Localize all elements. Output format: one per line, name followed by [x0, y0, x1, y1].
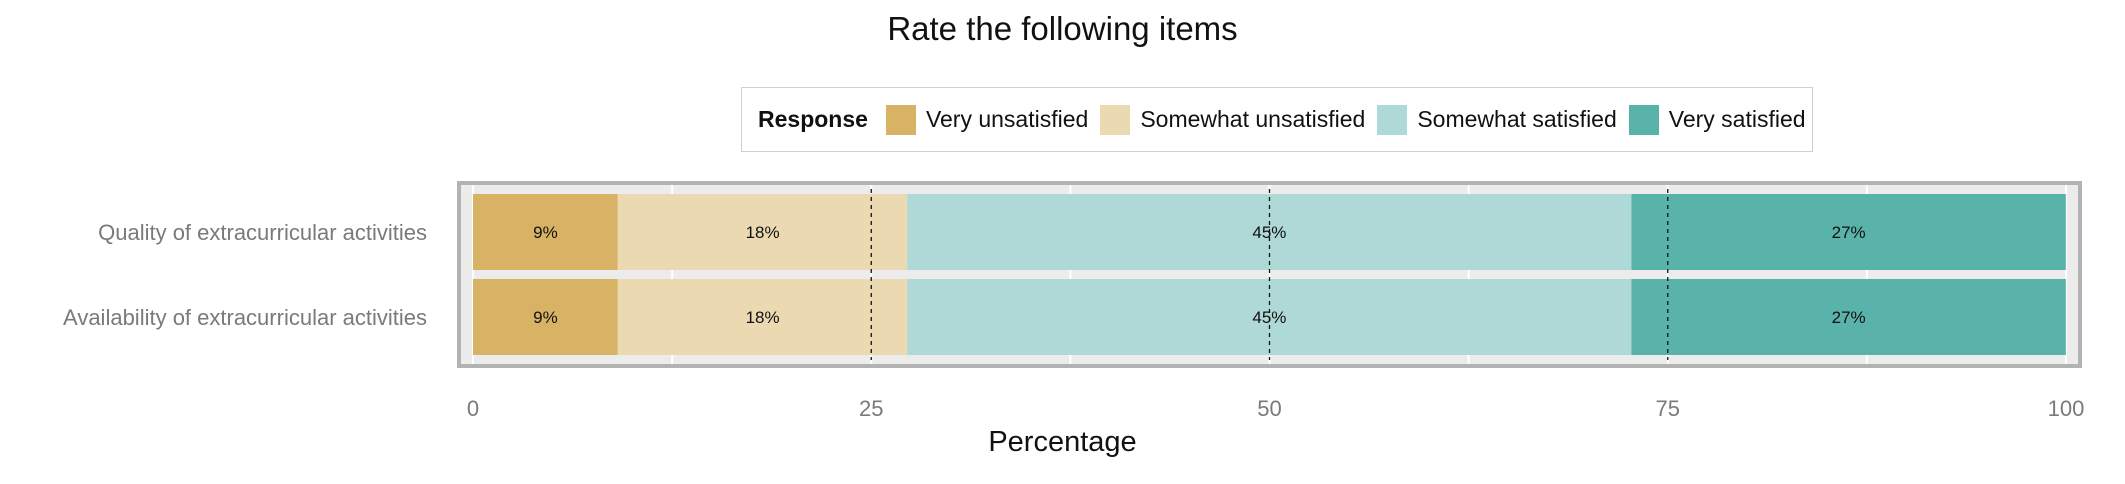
legend-swatch	[1377, 104, 1408, 135]
bar-value-label: 9%	[533, 308, 558, 327]
y-tick-label: Quality of extracurricular activities	[98, 220, 427, 245]
bar-value-label: 18%	[746, 223, 780, 242]
bar-segment	[1631, 279, 2066, 355]
chart-title: Rate the following items	[887, 10, 1238, 47]
x-tick-label: 50	[1257, 396, 1281, 421]
bar-segment	[473, 279, 618, 355]
bar-segment	[617, 279, 908, 355]
bar-value-label: 9%	[533, 223, 558, 242]
legend-label: Somewhat unsatisfied	[1140, 106, 1366, 132]
legend-item-somewhat-unsatisfied: Somewhat unsatisfied	[1100, 104, 1366, 135]
legend-label: Very satisfied	[1668, 106, 1806, 132]
legend-swatch	[885, 104, 916, 135]
legend-label: Somewhat satisfied	[1417, 106, 1617, 132]
bar-segment	[617, 194, 908, 270]
bar-segment	[1631, 194, 2066, 270]
legend: Response Very unsatisfied Somewhat unsat…	[741, 87, 1813, 152]
legend-swatch	[1628, 104, 1659, 135]
bar-segment	[473, 194, 618, 270]
bar-value-label: 27%	[1832, 223, 1866, 242]
x-tick-label: 25	[859, 396, 883, 421]
legend-title: Response	[758, 106, 868, 132]
x-axis-label: Percentage	[988, 426, 1137, 458]
legend-item-very-unsatisfied: Very unsatisfied	[885, 104, 1089, 135]
panel-border	[457, 181, 2082, 368]
x-tick-label: 75	[1656, 396, 1680, 421]
x-tick-label: 100	[2048, 396, 2085, 421]
bar-value-label: 18%	[746, 308, 780, 327]
legend-swatch	[1100, 104, 1131, 135]
x-tick-label: 0	[467, 396, 479, 421]
legend-item-very-satisfied: Very satisfied	[1628, 104, 1806, 135]
y-tick-label: Availability of extracurricular activiti…	[63, 305, 427, 330]
legend-item-somewhat-satisfied: Somewhat satisfied	[1377, 104, 1617, 135]
legend-label: Very unsatisfied	[925, 106, 1089, 132]
bar-value-label: 27%	[1832, 308, 1866, 327]
